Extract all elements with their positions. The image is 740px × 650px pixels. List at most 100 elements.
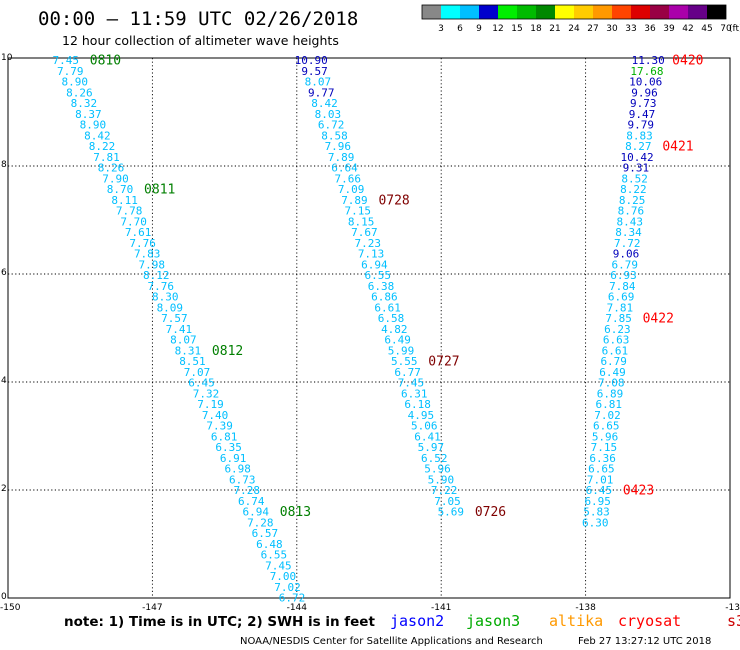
swh-value: 5.69 [438,506,465,519]
swh-value: 8.32 [71,97,98,110]
swh-value: 9.31 [623,162,650,175]
swh-value: 17.68 [630,65,663,78]
swh-value: 6.79 [600,355,627,368]
colorbar-swatch [498,5,517,19]
footer-credit: NOAA/NESDIS Center for Satellite Applica… [240,636,543,647]
swh-value: 8.37 [75,108,102,121]
colorbar-swatch [707,5,726,19]
plot-frame [7,57,731,599]
swh-value: 8.90 [62,76,89,89]
swh-value: 8.15 [348,215,375,228]
swh-value: 6.52 [421,452,448,465]
swh-value: 7.81 [93,151,120,164]
swh-value: 6.86 [371,291,398,304]
time-label: 0726 [475,505,506,520]
chart-title: 00:00 – 11:59 UTC 02/26/2018 [38,8,358,30]
colorbar-swatch [574,5,593,19]
swh-value: 7.40 [202,409,229,422]
swh-value: 5.55 [391,355,418,368]
swh-value: 6.79 [612,258,639,271]
y-tick-label: 10 [1,53,13,63]
swh-value: 7.41 [166,323,193,336]
swh-value: 5.96 [424,463,451,476]
swh-value: 8.43 [616,215,643,228]
swh-value: 7.32 [193,387,220,400]
colorbar-swatch [593,5,612,19]
time-label: 0420 [672,54,703,69]
colorbar-label: 30 [606,24,618,34]
swh-value: 4.82 [381,323,408,336]
swh-value: 7.39 [206,420,233,433]
y-tick-label: 8 [1,160,7,170]
swh-value: 6.94 [361,258,388,271]
swh-value: 6.38 [368,280,395,293]
swh-value: 8.42 [311,97,338,110]
swh-value: 7.45 [53,54,80,67]
swh-value: 10.06 [629,76,662,89]
track-jason3: 7.457.798.908.268.328.378.908.428.227.81… [53,54,312,605]
x-tick-label: -13 [725,603,740,613]
y-tick-label: 6 [1,268,7,278]
time-label: 0421 [662,140,693,155]
swh-value: 6.73 [229,473,256,486]
legend-jason2: jason2 [390,612,444,630]
swh-value: 9.47 [629,108,656,121]
swh-value: 7.78 [116,205,143,218]
chart-subtitle: 12 hour collection of altimeter wave hei… [62,33,339,48]
swh-value: 9.77 [308,86,335,99]
swh-value: 7.02 [274,581,301,594]
swh-value: 8.76 [618,205,645,218]
swh-value: 7.61 [125,226,152,239]
colorbar-label: 9 [476,24,482,34]
x-tick-label: -150 [0,603,21,613]
colorbar-swatch [555,5,574,19]
time-label: 0422 [643,312,674,327]
time-label: 0811 [144,183,175,198]
satellite-legend: jason2 jason3 altika cryosat s3a [390,612,740,630]
colorbar-label: 21 [549,24,560,34]
swh-value: 7.90 [102,172,129,185]
swh-value: 6.72 [318,119,345,132]
swh-value: 7.67 [351,226,378,239]
colorbar-swatch [650,5,669,19]
swh-value: 6.63 [603,334,630,347]
swh-value: 8.31 [175,344,202,357]
x-tick-label: -138 [575,603,596,613]
swh-value: 7.45 [398,377,425,390]
swh-value: 6.61 [374,301,401,314]
swh-value: 8.83 [626,129,653,142]
swh-value: 9.73 [630,97,657,110]
x-tick-label: -147 [142,603,162,613]
swh-value: 8.90 [80,119,107,132]
colorbar-label: 70 [720,24,732,34]
swh-value: 8.03 [315,108,342,121]
swh-value: 7.09 [338,183,365,196]
swh-value: 7.96 [325,140,352,153]
swh-value: 6.94 [243,506,270,519]
swh-value: 5.83 [583,506,610,519]
colorbar-label: 36 [644,24,656,34]
y-tick-label: 2 [1,484,7,494]
colorbar-label: 27 [587,24,598,34]
swh-value: 8.11 [111,194,138,207]
swh-value: 6.23 [604,323,631,336]
colorbar-label: 3 [438,24,444,34]
swh-value: 6.61 [602,344,629,357]
swh-value: 7.07 [184,366,211,379]
swh-value: 9.57 [301,65,328,78]
track-jason2: 10.909.578.079.778.428.036.728.587.967.8… [295,54,506,520]
time-label: 0728 [378,193,409,208]
y-tick-label: 4 [1,376,7,386]
legend-jason3: jason3 [466,612,520,630]
swh-value: 7.13 [358,248,385,261]
satellite-tracks: 7.457.798.908.268.328.378.908.428.227.81… [53,54,704,605]
swh-value: 7.01 [587,473,614,486]
colorbar-swatch [536,5,555,19]
swh-value: 8.27 [625,140,652,153]
swh-value: 6.35 [215,441,242,454]
colorbar-swatch [441,5,460,19]
swh-value: 9.06 [613,248,640,261]
swh-value: 7.22 [431,484,458,497]
